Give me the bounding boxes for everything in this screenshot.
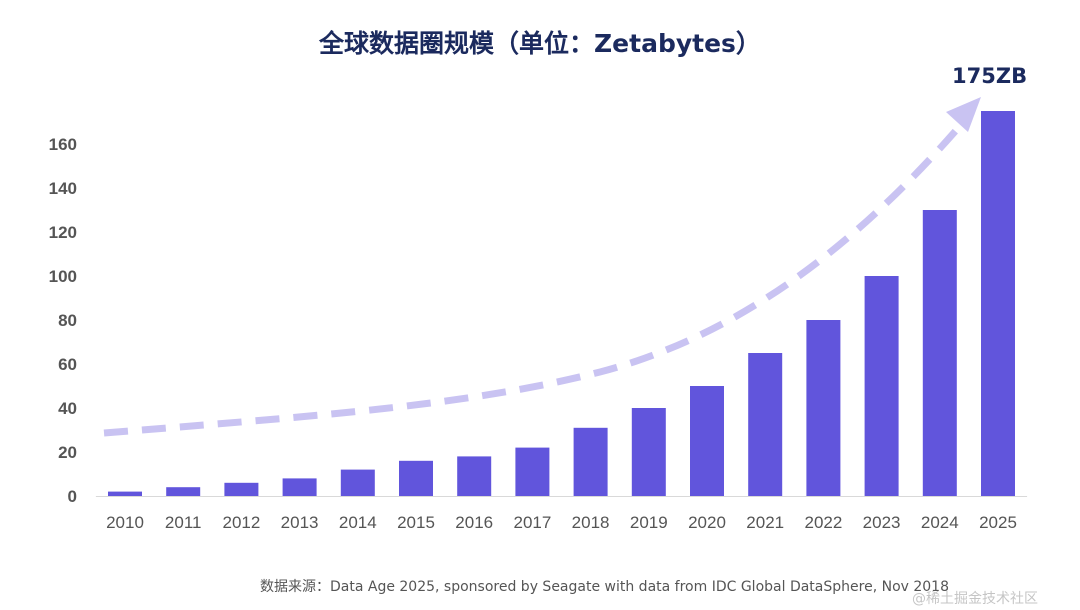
x-tick-label: 2020 — [688, 513, 726, 532]
x-tick-label: 2023 — [863, 513, 901, 532]
y-tick-label: 20 — [58, 443, 77, 462]
y-tick-label: 160 — [49, 135, 77, 154]
x-tick-label: 2015 — [397, 513, 435, 532]
x-tick-label: 2024 — [921, 513, 959, 532]
bar — [806, 320, 841, 496]
y-tick-label: 60 — [58, 355, 77, 374]
watermark: @稀土掘金技术社区 — [912, 591, 1038, 607]
bar — [340, 469, 375, 496]
bar — [864, 276, 899, 496]
x-tick-label: 2010 — [106, 513, 144, 532]
x-tick-label: 2025 — [979, 513, 1017, 532]
bar — [457, 456, 492, 496]
bar — [515, 447, 550, 496]
bar — [690, 386, 724, 496]
x-tick-label: 2012 — [222, 513, 260, 532]
bar — [166, 487, 201, 496]
bar — [282, 478, 317, 496]
y-tick-label: 120 — [49, 223, 77, 242]
x-tick-label: 2021 — [746, 513, 784, 532]
y-tick-label: 140 — [49, 179, 77, 198]
x-tick-label: 2014 — [339, 513, 377, 532]
x-tick-label: 2018 — [572, 513, 610, 532]
x-tick-label: 2011 — [165, 513, 202, 532]
trend-arrow-head — [946, 97, 981, 132]
x-tick-label: 2017 — [513, 513, 551, 532]
bar — [108, 491, 142, 496]
y-tick-label: 0 — [68, 487, 77, 506]
bar — [224, 482, 259, 496]
x-tick-label: 2019 — [630, 513, 668, 532]
peak-annotation: 175ZB — [952, 64, 1028, 88]
bar — [631, 408, 666, 496]
source-note: 数据来源：Data Age 2025, sponsored by Seagate… — [260, 579, 949, 595]
bar — [922, 210, 957, 496]
bar — [981, 111, 1015, 496]
y-tick-label: 100 — [49, 267, 77, 286]
y-tick-label: 40 — [58, 399, 77, 418]
x-tick-label: 2013 — [281, 513, 319, 532]
y-tick-label: 80 — [58, 311, 77, 330]
x-tick-label: 2022 — [804, 513, 842, 532]
trend-arrow-line — [103, 109, 975, 437]
chart-title: 全球数据圈规模（单位：Zetabytes） — [319, 29, 761, 58]
bar — [748, 353, 783, 496]
bar — [573, 427, 608, 496]
x-tick-label: 2016 — [455, 513, 493, 532]
bar — [399, 460, 433, 496]
